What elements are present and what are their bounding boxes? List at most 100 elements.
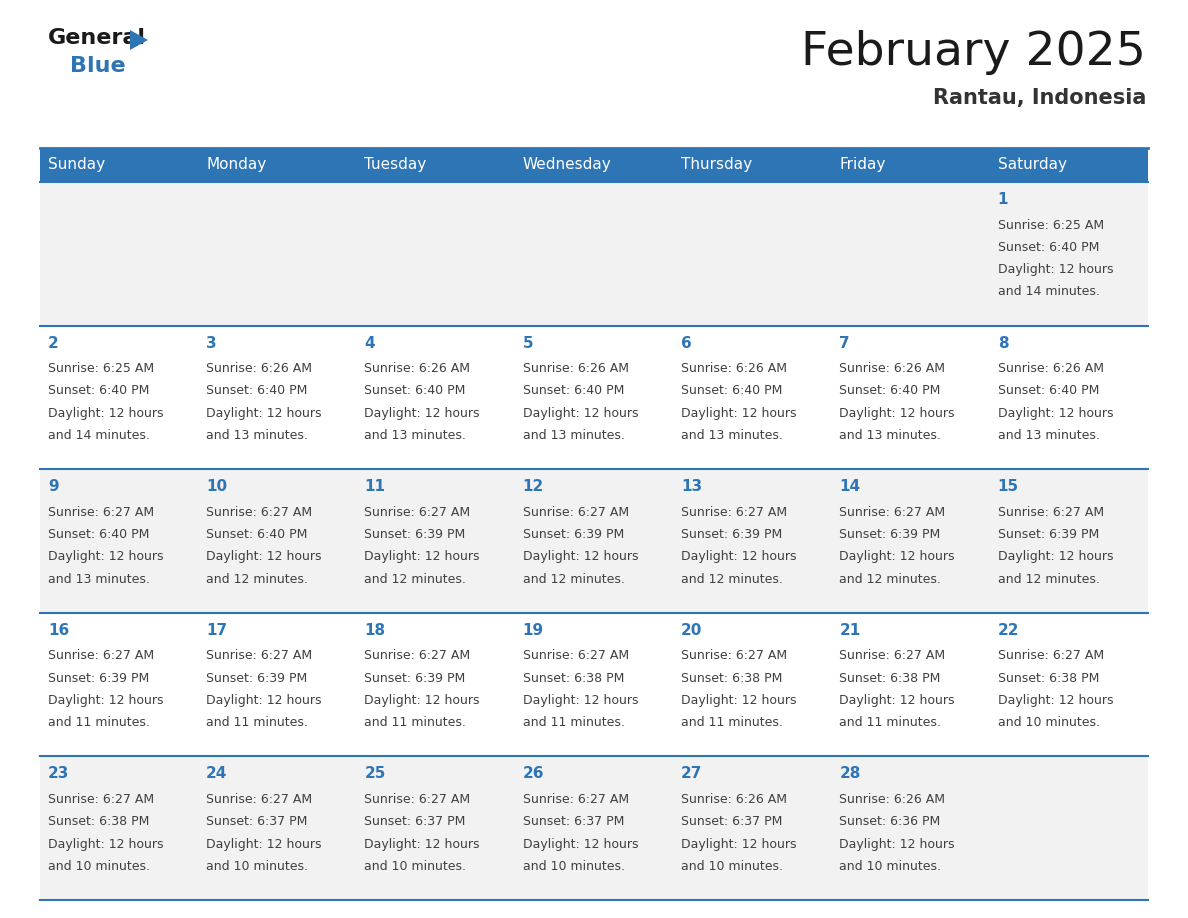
Bar bbox=[674, 148, 832, 182]
Text: Daylight: 12 hours: Daylight: 12 hours bbox=[681, 407, 797, 420]
Text: Sunrise: 6:25 AM: Sunrise: 6:25 AM bbox=[998, 218, 1104, 231]
Text: and 14 minutes.: and 14 minutes. bbox=[48, 429, 150, 442]
Text: 15: 15 bbox=[998, 479, 1019, 494]
Text: Daylight: 12 hours: Daylight: 12 hours bbox=[48, 550, 164, 564]
Text: Sunrise: 6:27 AM: Sunrise: 6:27 AM bbox=[523, 793, 628, 806]
Text: Daylight: 12 hours: Daylight: 12 hours bbox=[523, 407, 638, 420]
Text: and 11 minutes.: and 11 minutes. bbox=[840, 716, 941, 729]
Text: Sunrise: 6:27 AM: Sunrise: 6:27 AM bbox=[523, 506, 628, 519]
Text: 23: 23 bbox=[48, 767, 69, 781]
Text: Daylight: 12 hours: Daylight: 12 hours bbox=[523, 837, 638, 851]
Text: 28: 28 bbox=[840, 767, 861, 781]
Text: Daylight: 12 hours: Daylight: 12 hours bbox=[681, 550, 797, 564]
Text: Sunrise: 6:26 AM: Sunrise: 6:26 AM bbox=[681, 363, 788, 375]
Text: Sunset: 6:39 PM: Sunset: 6:39 PM bbox=[998, 528, 1099, 541]
Text: Daylight: 12 hours: Daylight: 12 hours bbox=[365, 550, 480, 564]
Text: 16: 16 bbox=[48, 622, 69, 638]
Text: Sunrise: 6:27 AM: Sunrise: 6:27 AM bbox=[365, 506, 470, 519]
Text: Sunset: 6:39 PM: Sunset: 6:39 PM bbox=[207, 672, 308, 685]
Text: and 11 minutes.: and 11 minutes. bbox=[207, 716, 308, 729]
Bar bbox=[40, 469, 1148, 613]
Bar bbox=[356, 148, 514, 182]
Text: Sunrise: 6:27 AM: Sunrise: 6:27 AM bbox=[998, 649, 1104, 663]
Text: Sunrise: 6:27 AM: Sunrise: 6:27 AM bbox=[840, 506, 946, 519]
Bar bbox=[514, 148, 674, 182]
Text: Sunset: 6:40 PM: Sunset: 6:40 PM bbox=[207, 385, 308, 397]
Text: Thursday: Thursday bbox=[681, 158, 752, 173]
Text: February 2025: February 2025 bbox=[801, 30, 1146, 75]
Text: Sunrise: 6:27 AM: Sunrise: 6:27 AM bbox=[207, 506, 312, 519]
Text: Daylight: 12 hours: Daylight: 12 hours bbox=[840, 694, 955, 707]
Text: 13: 13 bbox=[681, 479, 702, 494]
Bar bbox=[40, 326, 1148, 469]
Text: Sunrise: 6:27 AM: Sunrise: 6:27 AM bbox=[681, 649, 788, 663]
Bar bbox=[40, 613, 1148, 756]
Text: and 11 minutes.: and 11 minutes. bbox=[48, 716, 150, 729]
Text: and 13 minutes.: and 13 minutes. bbox=[998, 429, 1100, 442]
Text: Daylight: 12 hours: Daylight: 12 hours bbox=[207, 694, 322, 707]
Text: and 10 minutes.: and 10 minutes. bbox=[207, 860, 308, 873]
Text: and 12 minutes.: and 12 minutes. bbox=[207, 573, 308, 586]
Text: Sunset: 6:39 PM: Sunset: 6:39 PM bbox=[840, 528, 941, 541]
Text: Sunset: 6:39 PM: Sunset: 6:39 PM bbox=[365, 672, 466, 685]
Text: Sunset: 6:39 PM: Sunset: 6:39 PM bbox=[48, 672, 150, 685]
Text: 7: 7 bbox=[840, 336, 849, 351]
Text: Sunrise: 6:25 AM: Sunrise: 6:25 AM bbox=[48, 363, 154, 375]
Text: Sunrise: 6:26 AM: Sunrise: 6:26 AM bbox=[365, 363, 470, 375]
Text: 21: 21 bbox=[840, 622, 860, 638]
Text: Daylight: 12 hours: Daylight: 12 hours bbox=[840, 407, 955, 420]
Text: Sunset: 6:36 PM: Sunset: 6:36 PM bbox=[840, 815, 941, 828]
Text: Sunrise: 6:26 AM: Sunrise: 6:26 AM bbox=[840, 363, 946, 375]
Text: and 11 minutes.: and 11 minutes. bbox=[523, 716, 625, 729]
Text: Daylight: 12 hours: Daylight: 12 hours bbox=[365, 837, 480, 851]
Text: and 13 minutes.: and 13 minutes. bbox=[48, 573, 150, 586]
Bar bbox=[832, 148, 990, 182]
Text: 2: 2 bbox=[48, 336, 58, 351]
Text: 5: 5 bbox=[523, 336, 533, 351]
Text: Sunset: 6:38 PM: Sunset: 6:38 PM bbox=[840, 672, 941, 685]
Text: and 10 minutes.: and 10 minutes. bbox=[365, 860, 467, 873]
Text: 19: 19 bbox=[523, 622, 544, 638]
Text: Sunrise: 6:27 AM: Sunrise: 6:27 AM bbox=[681, 506, 788, 519]
Text: Sunset: 6:38 PM: Sunset: 6:38 PM bbox=[998, 672, 1099, 685]
Text: Sunset: 6:40 PM: Sunset: 6:40 PM bbox=[48, 528, 150, 541]
Text: 6: 6 bbox=[681, 336, 691, 351]
Text: Sunset: 6:40 PM: Sunset: 6:40 PM bbox=[365, 385, 466, 397]
Text: 20: 20 bbox=[681, 622, 702, 638]
Text: Sunrise: 6:27 AM: Sunrise: 6:27 AM bbox=[207, 649, 312, 663]
Text: Sunrise: 6:26 AM: Sunrise: 6:26 AM bbox=[840, 793, 946, 806]
Bar bbox=[990, 148, 1148, 182]
Text: and 10 minutes.: and 10 minutes. bbox=[681, 860, 783, 873]
Text: and 10 minutes.: and 10 minutes. bbox=[840, 860, 941, 873]
Text: and 11 minutes.: and 11 minutes. bbox=[365, 716, 467, 729]
Text: 25: 25 bbox=[365, 767, 386, 781]
Text: 12: 12 bbox=[523, 479, 544, 494]
Text: General: General bbox=[48, 28, 146, 48]
Text: Daylight: 12 hours: Daylight: 12 hours bbox=[998, 550, 1113, 564]
Text: Daylight: 12 hours: Daylight: 12 hours bbox=[681, 837, 797, 851]
Text: and 10 minutes.: and 10 minutes. bbox=[998, 716, 1100, 729]
Bar bbox=[40, 182, 1148, 326]
Text: Daylight: 12 hours: Daylight: 12 hours bbox=[207, 407, 322, 420]
Text: 27: 27 bbox=[681, 767, 702, 781]
Text: Sunset: 6:37 PM: Sunset: 6:37 PM bbox=[681, 815, 783, 828]
Text: Daylight: 12 hours: Daylight: 12 hours bbox=[48, 694, 164, 707]
Text: Sunrise: 6:27 AM: Sunrise: 6:27 AM bbox=[48, 649, 154, 663]
Text: Sunrise: 6:26 AM: Sunrise: 6:26 AM bbox=[523, 363, 628, 375]
Text: and 13 minutes.: and 13 minutes. bbox=[681, 429, 783, 442]
Text: 22: 22 bbox=[998, 622, 1019, 638]
Text: Sunrise: 6:27 AM: Sunrise: 6:27 AM bbox=[523, 649, 628, 663]
Text: 8: 8 bbox=[998, 336, 1009, 351]
Text: Sunset: 6:40 PM: Sunset: 6:40 PM bbox=[681, 385, 783, 397]
Text: and 12 minutes.: and 12 minutes. bbox=[681, 573, 783, 586]
Text: Sunrise: 6:27 AM: Sunrise: 6:27 AM bbox=[48, 506, 154, 519]
Text: Sunrise: 6:26 AM: Sunrise: 6:26 AM bbox=[681, 793, 788, 806]
Text: Sunset: 6:40 PM: Sunset: 6:40 PM bbox=[998, 241, 1099, 254]
Text: 18: 18 bbox=[365, 622, 386, 638]
Text: Friday: Friday bbox=[840, 158, 886, 173]
Text: Sunset: 6:38 PM: Sunset: 6:38 PM bbox=[523, 672, 624, 685]
Text: 14: 14 bbox=[840, 479, 860, 494]
Text: Daylight: 12 hours: Daylight: 12 hours bbox=[365, 694, 480, 707]
Text: Daylight: 12 hours: Daylight: 12 hours bbox=[207, 837, 322, 851]
Text: 1: 1 bbox=[998, 192, 1009, 207]
